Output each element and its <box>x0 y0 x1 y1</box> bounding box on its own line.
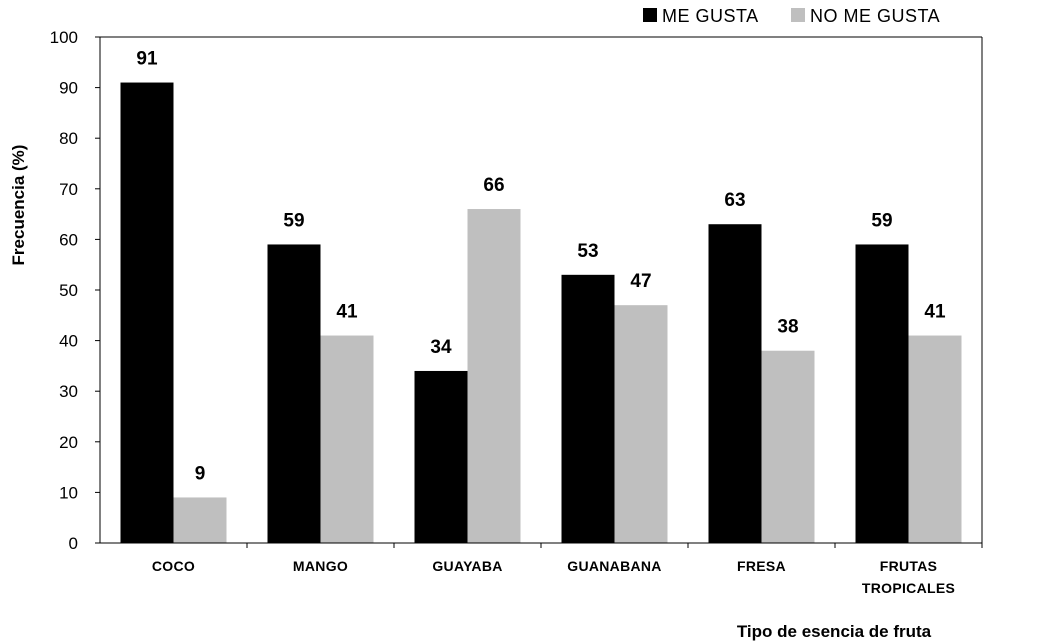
data-label: 53 <box>577 241 598 262</box>
y-tick-label: 10 <box>59 483 78 502</box>
bar-1 <box>614 305 668 543</box>
data-label: 66 <box>483 175 504 196</box>
bar-1 <box>173 497 227 543</box>
y-tick-label: 70 <box>59 180 78 199</box>
y-axis-ticks: 0 10 20 30 40 50 60 70 80 90 100 <box>50 28 100 553</box>
legend-swatch <box>791 8 805 22</box>
x-category-label: COCO <box>152 558 195 574</box>
legend: ME GUSTA NO ME GUSTA <box>643 6 940 26</box>
legend-label: ME GUSTA <box>662 6 759 26</box>
data-label: 63 <box>724 190 745 211</box>
data-label: 47 <box>630 271 651 292</box>
legend-label: NO ME GUSTA <box>810 6 940 26</box>
bar-0 <box>267 244 321 543</box>
bar-0 <box>120 82 174 543</box>
bars <box>120 82 962 544</box>
x-category-label: FRESA <box>737 558 786 574</box>
bar-1 <box>320 335 374 543</box>
bar-1 <box>467 209 521 544</box>
bar-0 <box>855 244 909 543</box>
data-label: 9 <box>195 463 206 484</box>
x-axis-category-labels: COCO MANGO GUAYABA GUANABANA FRESA FRUTAS TROP… <box>152 543 983 596</box>
y-tick-label: 50 <box>59 281 78 300</box>
y-tick-label: 90 <box>59 79 78 98</box>
data-label: 91 <box>136 49 158 70</box>
legend-swatch <box>643 8 657 22</box>
x-category-label: GUAYABA <box>432 558 502 574</box>
y-tick-label: 40 <box>59 332 78 351</box>
data-label: 34 <box>430 337 452 358</box>
bar-0 <box>708 224 762 543</box>
y-tick-label: 20 <box>59 433 78 452</box>
bar-1 <box>908 335 962 543</box>
y-axis-title: Frecuencia (%) <box>9 145 28 266</box>
x-axis-title: Tipo de esencia de fruta <box>737 622 932 641</box>
data-label: 38 <box>777 317 798 338</box>
y-tick-label: 80 <box>59 129 78 148</box>
data-labels: 91 9 59 41 34 66 53 47 63 38 59 41 <box>136 49 946 485</box>
y-tick-label: 100 <box>50 28 78 47</box>
bar-1 <box>761 350 815 543</box>
data-label: 59 <box>283 210 304 231</box>
y-tick-label: 0 <box>69 534 78 553</box>
x-category-label: FRUTAS <box>880 558 938 574</box>
y-tick-label: 30 <box>59 382 78 401</box>
bar-0 <box>414 370 468 543</box>
data-label: 41 <box>336 302 358 323</box>
x-category-label: GUANABANA <box>567 558 661 574</box>
data-label: 59 <box>871 210 892 231</box>
x-category-label: MANGO <box>293 558 348 574</box>
data-label: 41 <box>924 302 946 323</box>
bar-0 <box>561 274 615 543</box>
y-tick-label: 60 <box>59 230 78 249</box>
x-category-label: TROPICALES <box>862 580 955 596</box>
